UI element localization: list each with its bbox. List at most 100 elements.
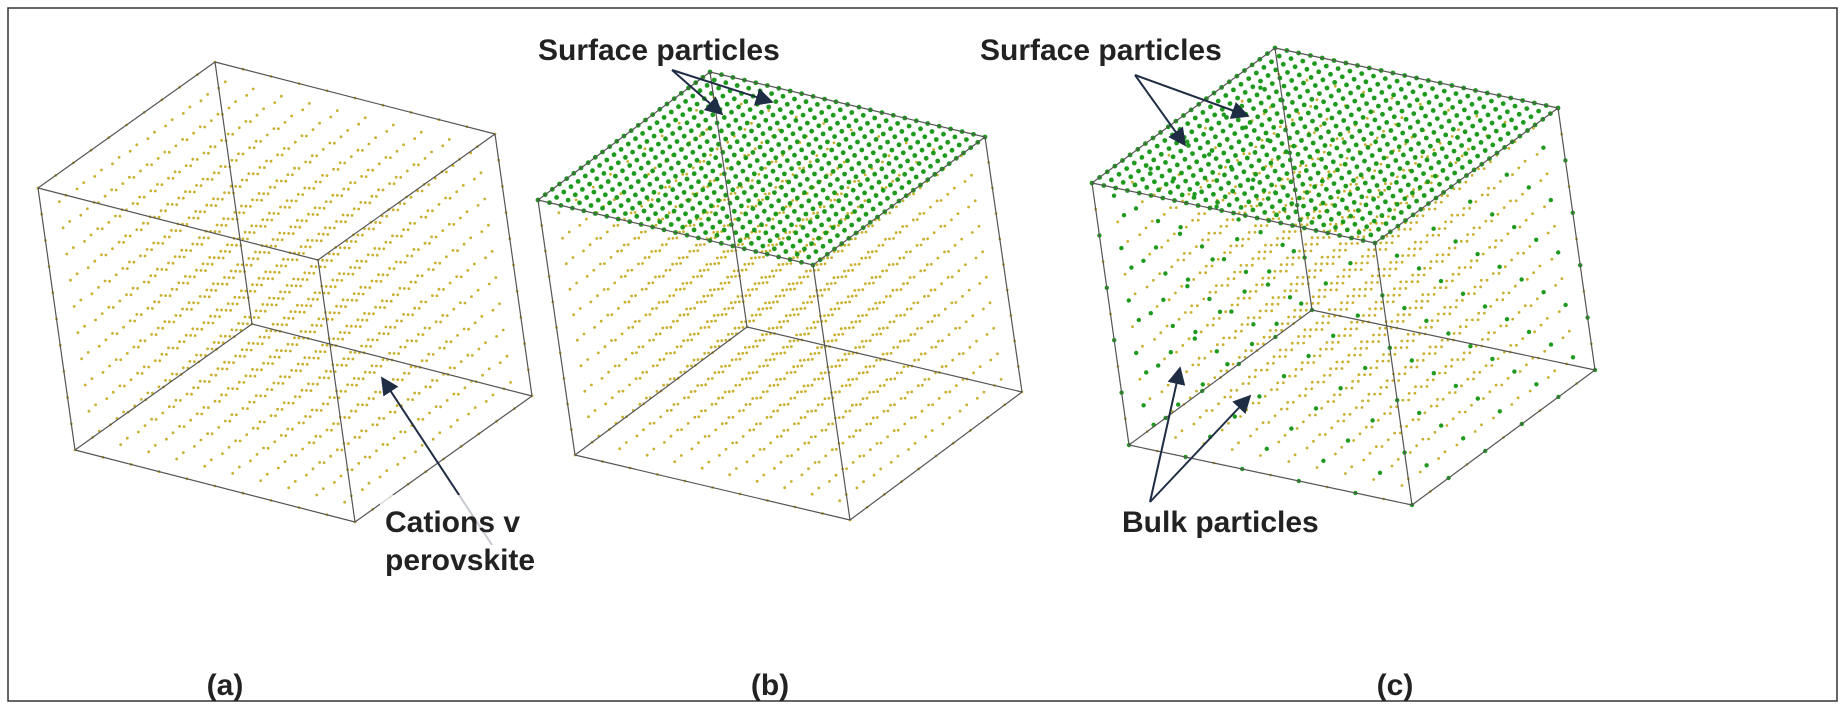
particle — [138, 196, 141, 199]
particle — [200, 99, 203, 102]
surface-particle — [943, 153, 948, 158]
surface-particle — [1273, 169, 1278, 174]
particle — [242, 237, 245, 240]
particle — [242, 296, 245, 299]
particle — [848, 301, 851, 304]
surface-particle — [826, 217, 831, 222]
surface-particle — [762, 153, 767, 158]
particle — [382, 332, 385, 335]
surface-particle — [931, 151, 936, 156]
particle — [343, 162, 346, 165]
particle — [196, 328, 199, 331]
particle — [671, 263, 674, 266]
cube-edge — [38, 62, 215, 188]
particle — [899, 340, 902, 343]
particle — [312, 383, 315, 386]
particle — [1341, 137, 1344, 140]
particle — [107, 221, 110, 224]
particle — [1185, 226, 1188, 229]
surface-particle — [725, 102, 730, 107]
particle — [872, 417, 875, 420]
particle — [910, 307, 913, 310]
particle — [306, 239, 309, 242]
particle — [957, 212, 960, 215]
surface-particle — [848, 201, 853, 206]
particle — [695, 109, 698, 112]
surface-particle — [1273, 191, 1278, 196]
particle — [259, 140, 262, 143]
surface-particle — [1211, 192, 1216, 197]
particle — [156, 183, 159, 186]
particle — [1328, 308, 1331, 311]
surface-particle — [626, 142, 631, 147]
surface-particle — [1372, 219, 1377, 224]
particle — [690, 281, 693, 284]
particle — [276, 323, 279, 326]
surface-particle — [1404, 117, 1409, 122]
particle — [1310, 250, 1313, 253]
surface-particle — [1332, 181, 1337, 186]
surface-particle — [930, 129, 935, 134]
particle — [251, 283, 254, 286]
particle — [1428, 352, 1431, 355]
particle — [1345, 242, 1348, 245]
particle — [310, 304, 313, 307]
surface-particle — [768, 126, 773, 131]
surface-particle — [594, 176, 599, 181]
particle — [1314, 263, 1317, 266]
particle — [483, 198, 486, 201]
surface-particle — [1436, 138, 1441, 143]
particle — [767, 109, 770, 112]
particle — [1476, 396, 1480, 400]
particle — [970, 174, 973, 177]
particle — [1332, 400, 1335, 403]
particle — [357, 462, 360, 465]
particle — [1175, 351, 1178, 354]
particle — [1563, 303, 1567, 307]
particle — [135, 313, 138, 316]
particle — [273, 440, 276, 443]
surface-particle — [712, 190, 717, 195]
surface-particle — [1450, 105, 1455, 110]
surface-particle — [662, 115, 667, 120]
surface-particle — [1364, 101, 1369, 106]
particle — [715, 403, 718, 406]
surface-particle — [861, 113, 866, 118]
particle — [449, 282, 452, 285]
particle — [392, 208, 395, 211]
particle — [864, 257, 867, 260]
particle — [1411, 280, 1414, 283]
surface-particle — [1346, 148, 1351, 153]
particle — [434, 262, 437, 265]
particle — [1362, 314, 1365, 317]
surface-particle — [1416, 141, 1421, 146]
surface-particle — [647, 182, 652, 187]
particle — [1407, 333, 1410, 336]
particle — [65, 253, 68, 256]
particle — [1305, 164, 1308, 167]
particle — [93, 260, 96, 263]
surface-particle — [1444, 154, 1449, 159]
particle — [793, 423, 796, 426]
surface-particle — [1380, 112, 1385, 117]
particle — [301, 363, 304, 366]
particle — [315, 494, 318, 497]
surface-particle — [732, 153, 737, 158]
particle — [1361, 255, 1364, 258]
particle — [301, 389, 304, 392]
particle — [121, 267, 124, 270]
particle — [153, 131, 156, 134]
particle — [851, 321, 854, 324]
surface-particle — [1427, 100, 1432, 105]
particle — [852, 461, 855, 464]
particle — [214, 204, 217, 207]
particle — [427, 183, 430, 186]
particle — [814, 435, 817, 438]
particle — [349, 181, 352, 184]
particle — [326, 429, 329, 432]
particle — [728, 473, 731, 476]
surface-particle — [885, 196, 890, 201]
surface-particle — [1281, 185, 1286, 190]
particle — [654, 250, 657, 253]
particle — [841, 333, 844, 336]
